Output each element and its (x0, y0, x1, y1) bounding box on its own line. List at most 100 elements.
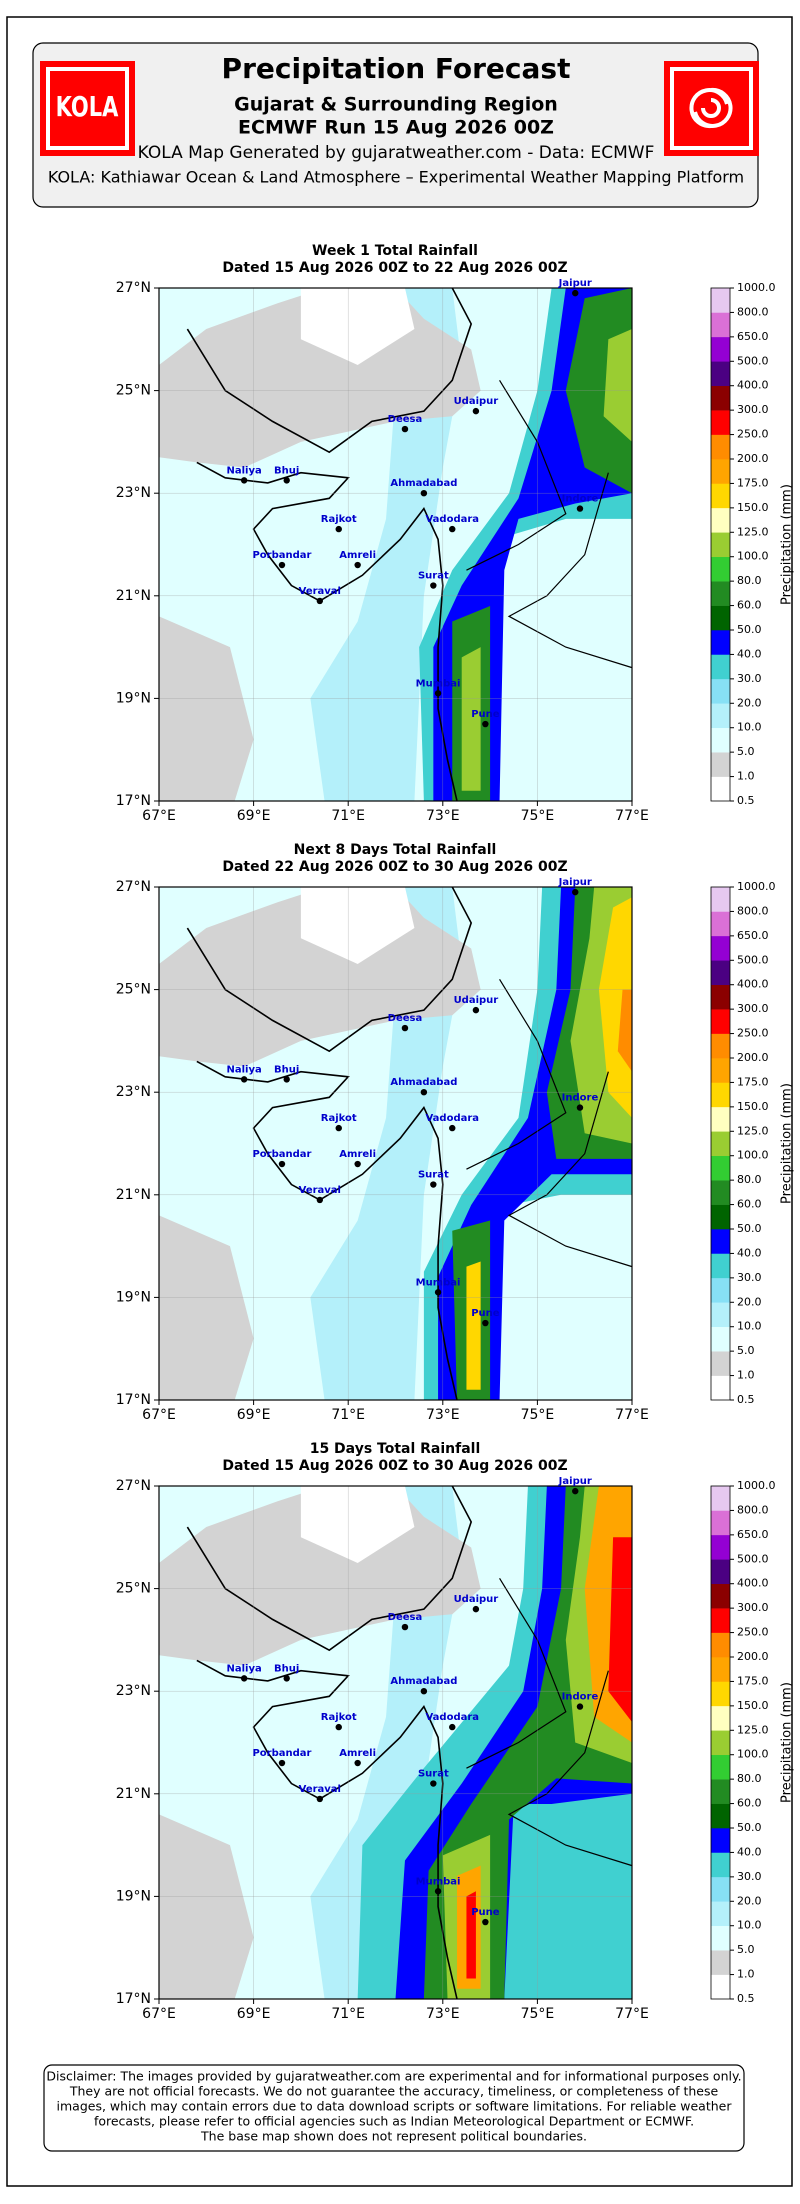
colorbar-segment (711, 1876, 730, 1902)
colorbar-segment (711, 1155, 730, 1181)
logo-frame (46, 67, 129, 150)
colorbar-tick-label: 800.0 (737, 1503, 769, 1516)
city-marker (316, 597, 324, 605)
city-marker (572, 888, 579, 896)
x-tick-label: 69°E (237, 2006, 271, 2022)
colorbar-segment (711, 1779, 730, 1804)
panel-title: Next 8 Days Total Rainfall (294, 842, 497, 858)
colorbar-tick-label: 100.0 (737, 550, 769, 563)
city-label: Porbandar (252, 1748, 311, 1759)
city-label: Naliya (227, 1064, 262, 1075)
x-tick-label: 75°E (521, 2006, 555, 2022)
city-marker (472, 407, 480, 415)
city-label: Bhuj (274, 1663, 299, 1674)
colorbar-segment (711, 1033, 730, 1059)
colorbar-tick-label: 10.0 (737, 1919, 762, 1932)
disclaimer-line: The base map shown does not represent po… (200, 2129, 587, 2144)
city-label: Amreli (339, 1748, 376, 1759)
disclaimer-line: Disclaimer: The images provided by gujar… (46, 2069, 741, 2084)
colorbar-tick-label: 40.0 (737, 1246, 762, 1259)
city-marker (283, 1675, 290, 1682)
colorbar-segment (711, 703, 730, 729)
city-marker (401, 1024, 409, 1032)
city-marker (283, 1076, 290, 1083)
colorbar-segment (711, 1681, 730, 1707)
city-label: Rajkot (321, 1113, 357, 1124)
colorbar-tick-label: 1.0 (737, 1369, 755, 1382)
city-marker (430, 582, 437, 589)
colorbar-segment (711, 532, 730, 558)
disclaimer: Disclaimer: The images provided by gujar… (46, 2069, 741, 2144)
x-tick-label: 75°E (521, 808, 555, 824)
colorbar-segment (711, 752, 730, 777)
colorbar-tick-label: 5.0 (737, 1943, 755, 1956)
colorbar-tick-label: 150.0 (737, 1699, 769, 1712)
city-label: Ahmadabad (390, 478, 457, 489)
y-tick-label: 23°N (116, 485, 151, 501)
colorbar-tick-label: 125.0 (737, 1723, 769, 1736)
colorbar-label: Precipitation (mm) (780, 484, 795, 605)
colorbar-segment (711, 507, 730, 533)
colorbar-segment (711, 1974, 730, 2000)
city-label: Indore (562, 1093, 599, 1104)
colorbar-segment (711, 1277, 730, 1303)
panel-title: 15 Days Total Rainfall (310, 1441, 481, 1457)
x-tick-label: 73°E (426, 808, 460, 824)
y-tick-label: 17°N (116, 1392, 151, 1408)
city-label: Porbandar (252, 1149, 311, 1160)
colorbar-segment (711, 1351, 730, 1376)
city-label: Udaipur (454, 1594, 499, 1605)
colorbar-segment (711, 1534, 730, 1560)
y-tick-label: 17°N (116, 793, 151, 809)
x-tick-label: 73°E (426, 2006, 460, 2022)
city-marker (420, 490, 428, 497)
logo-text: KOLA (56, 90, 120, 123)
colorbar-tick-label: 150.0 (737, 501, 769, 514)
colorbar-segment (711, 1253, 730, 1279)
colorbar-segment (711, 1082, 730, 1108)
colorbar-segment (711, 630, 730, 655)
colorbar-segment (711, 410, 730, 435)
colorbar-segment (711, 1754, 730, 1780)
city-label: Vadodara (425, 514, 479, 525)
header-subtitle: Gujarat & Surrounding Region (234, 94, 558, 116)
city-marker (434, 690, 442, 697)
colorbar-tick-label: 650.0 (737, 330, 769, 343)
colorbar-tick-label: 40.0 (737, 1845, 762, 1858)
colorbar-tick-label: 30.0 (737, 1870, 762, 1883)
colorbar-tick-label: 100.0 (737, 1149, 769, 1162)
colorbar-segment (711, 1229, 730, 1254)
colorbar-segment (711, 1302, 730, 1328)
city-marker (572, 289, 579, 297)
city-marker (354, 1759, 361, 1767)
y-tick-label: 19°N (116, 690, 151, 706)
colorbar-tick-label: 300.0 (737, 1002, 769, 1015)
colorbar-segment (711, 312, 730, 338)
colorbar-tick-label: 40.0 (737, 647, 762, 660)
disclaimer-line: They are not official forecasts. We do n… (69, 2084, 719, 2099)
colorbar-tick-label: 500.0 (737, 1552, 769, 1565)
colorbar-segment (711, 336, 730, 362)
colorbar-tick-label: 60.0 (737, 1198, 762, 1211)
city-label: Vadodara (425, 1712, 479, 1723)
colorbar-tick-label: 1.0 (737, 770, 755, 783)
y-tick-label: 23°N (116, 1683, 151, 1699)
city-label: Surat (418, 1769, 449, 1780)
colorbar-segment (711, 581, 730, 606)
x-tick-label: 77°E (615, 808, 649, 824)
header-credit: KOLA Map Generated by gujaratweather.com… (138, 143, 655, 163)
colorbar-tick-label: 80.0 (737, 1772, 762, 1785)
x-tick-label: 71°E (331, 1407, 365, 1423)
city-marker (354, 1160, 361, 1168)
city-label: Udaipur (454, 396, 499, 407)
colorbar-tick-label: 800.0 (737, 904, 769, 917)
colorbar-tick-label: 1.0 (737, 1968, 755, 1981)
y-tick-label: 25°N (116, 383, 151, 399)
city-marker (240, 477, 248, 484)
map-frame (158, 1485, 633, 2000)
colorbar-tick-label: 300.0 (737, 1601, 769, 1614)
colorbar-segment (711, 1828, 730, 1853)
y-tick-label: 21°N (116, 1786, 151, 1802)
colorbar-tick-label: 650.0 (737, 1528, 769, 1541)
